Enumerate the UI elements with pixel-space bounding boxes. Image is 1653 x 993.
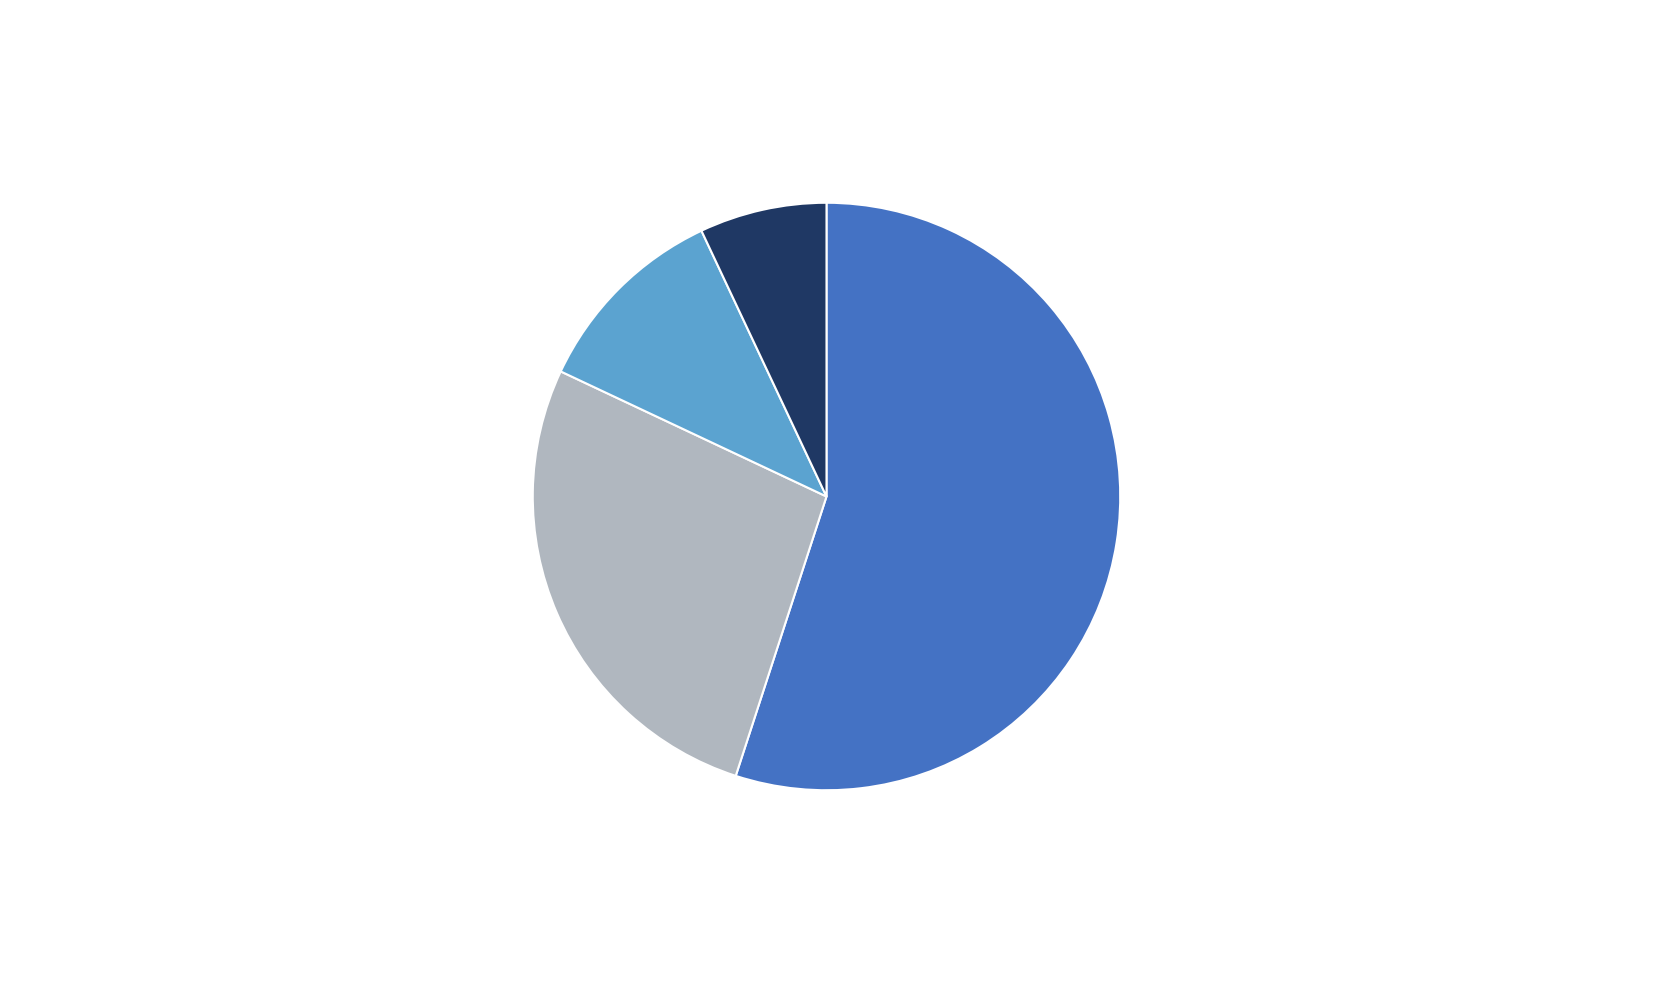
Wedge shape [736, 203, 1121, 790]
Wedge shape [532, 371, 826, 776]
Wedge shape [560, 230, 826, 496]
Wedge shape [701, 203, 826, 496]
